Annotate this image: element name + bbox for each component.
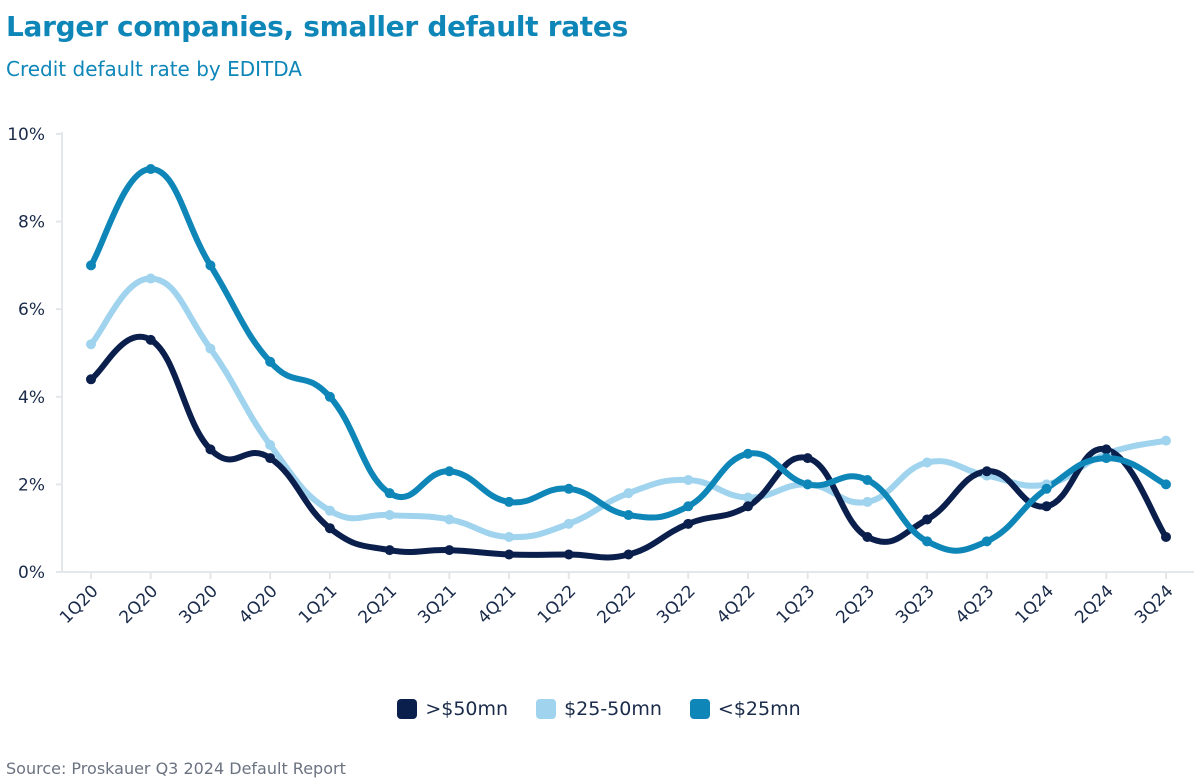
data-point (802, 453, 813, 464)
x-tick-label: 2Q23 (832, 581, 879, 628)
data-point (504, 496, 515, 507)
data-point (683, 475, 694, 486)
data-point (623, 488, 634, 499)
data-point (265, 439, 276, 450)
data-point (563, 483, 574, 494)
x-tick-label: 1Q21 (295, 581, 342, 628)
data-point (384, 510, 395, 521)
y-axis-ticks: 0% 2% 4% 6% 8% 10% (7, 125, 62, 583)
x-tick-label: 4Q22 (713, 581, 760, 628)
legend-swatch-lt25 (689, 699, 710, 719)
data-point (742, 448, 753, 459)
chart-title: Larger companies, smaller default rates (6, 10, 628, 43)
data-point (205, 444, 216, 455)
data-point (563, 518, 574, 529)
data-point (922, 457, 933, 468)
x-tick-label: 3Q23 (892, 581, 939, 628)
legend-item-lt25[interactable]: <$25mn (689, 698, 801, 720)
data-point (742, 501, 753, 512)
data-point (384, 545, 395, 556)
data-point (86, 374, 96, 385)
source-note: Source: Proskauer Q3 2024 Default Report (6, 759, 346, 778)
y-tick-label: 10% (7, 125, 45, 145)
y-tick-label: 4% (18, 388, 45, 408)
x-tick-label: 1Q20 (56, 581, 103, 628)
data-point (742, 492, 753, 503)
data-point (384, 488, 395, 499)
data-point (862, 531, 873, 542)
legend-label-lt25: <$25mn (717, 698, 801, 720)
legend-item-25-50[interactable]: $25-50mn (536, 698, 662, 720)
data-point (981, 466, 992, 477)
x-tick-label: 2Q22 (593, 581, 640, 628)
series-line-1 (88, 275, 1169, 541)
x-tick-label: 3Q24 (1131, 581, 1178, 628)
chart-points (86, 164, 1171, 560)
x-axis-ticks: 1Q20 2Q20 3Q20 4Q20 1Q21 2Q21 3Q21 4Q21 1Q22 2Q22… (56, 572, 1178, 628)
x-tick-label: 1Q22 (534, 581, 581, 628)
data-point (862, 475, 873, 486)
data-point (623, 510, 634, 521)
x-tick-label: 4Q20 (235, 581, 282, 628)
legend-swatch-25-50 (536, 699, 557, 719)
data-point (504, 549, 515, 560)
data-point (145, 334, 156, 345)
data-point (1101, 453, 1112, 464)
series-line-2 (88, 166, 1169, 554)
x-tick-label: 1Q24 (1012, 581, 1059, 628)
x-tick-label: 2Q24 (1071, 581, 1118, 628)
data-point (1161, 531, 1171, 542)
legend-swatch-gt50 (397, 699, 418, 719)
x-tick-label: 1Q23 (773, 581, 820, 628)
data-point (324, 505, 335, 516)
data-point (683, 501, 694, 512)
data-point (1041, 501, 1052, 512)
data-point (86, 339, 96, 350)
x-tick-label: 3Q21 (414, 581, 461, 628)
data-point (922, 514, 933, 525)
x-tick-label: 4Q21 (474, 581, 521, 628)
data-point (205, 343, 216, 354)
x-tick-label: 3Q22 (653, 581, 700, 628)
y-tick-label: 6% (18, 300, 45, 320)
y-tick-label: 8% (18, 213, 45, 233)
data-point (1101, 444, 1112, 455)
chart-subtitle: Credit default rate by EDITDA (6, 57, 302, 81)
data-point (1161, 479, 1171, 490)
data-point (265, 453, 276, 464)
data-point (802, 479, 813, 490)
data-point (324, 391, 335, 402)
chart-legend: >$50mn $25-50mn <$25mn (0, 698, 1198, 720)
x-tick-label: 2Q20 (116, 581, 163, 628)
data-point (86, 260, 96, 271)
data-point (563, 549, 574, 560)
data-point (324, 523, 335, 534)
data-point (444, 545, 455, 556)
data-point (981, 536, 992, 547)
data-point (922, 536, 933, 547)
data-point (862, 496, 873, 507)
data-point (623, 549, 634, 560)
legend-label-gt50: >$50mn (425, 698, 509, 720)
data-point (265, 356, 276, 367)
data-point (145, 273, 156, 284)
y-tick-label: 2% (18, 475, 45, 495)
data-point (1161, 435, 1171, 446)
data-point (205, 260, 216, 271)
data-point (145, 164, 156, 175)
data-point (1041, 483, 1052, 494)
x-tick-label: 3Q20 (175, 581, 222, 628)
legend-label-25-50: $25-50mn (564, 698, 662, 720)
data-point (504, 531, 515, 542)
data-point (444, 514, 455, 525)
legend-item-gt50[interactable]: >$50mn (397, 698, 508, 720)
data-point (683, 518, 694, 529)
chart-series (88, 166, 1169, 561)
data-point (444, 466, 455, 477)
series-line-0 (88, 333, 1169, 561)
y-tick-label: 0% (18, 563, 45, 583)
x-tick-label: 4Q23 (952, 581, 999, 628)
x-tick-label: 2Q21 (355, 581, 402, 628)
